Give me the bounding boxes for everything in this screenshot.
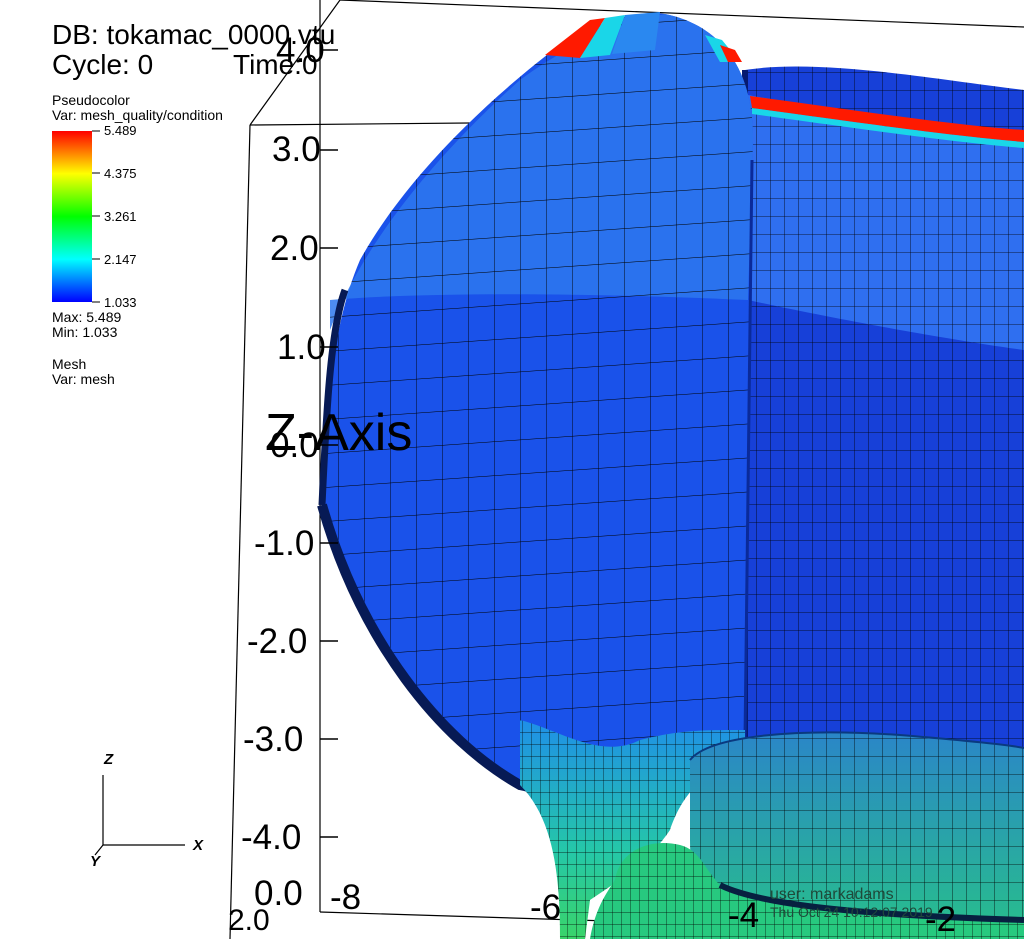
corner-tick-label: 0.0 [254,874,303,913]
triad-x-label: X [193,837,204,854]
mesh-legend-variable: Var: mesh [52,371,115,387]
footer-user: user: markadams [770,886,894,903]
z-tick-label: 4.0 [276,31,325,70]
x-tick-label: -6 [530,888,562,927]
corner-tick-label: 2.0 [228,904,270,937]
time-label: Time:0 [233,49,318,80]
z-axis-title: Z-Axis [265,404,413,462]
legend-max: Max: 5.489 [52,309,122,325]
triad-z-label: Z [104,751,114,768]
x-tick-label: -4 [728,896,760,935]
axis-triad [94,775,185,856]
z-tick-label: 3.0 [272,130,321,169]
z-tick-label: 0.0 [270,426,319,465]
colorbar-tick-label: 2.147 [104,252,137,267]
x-tick-label: -2 [925,900,957,939]
mesh-lower-ring [590,731,1024,939]
x-tick-label: -8 [330,878,362,917]
colorbar-tick-label: 5.489 [104,123,137,138]
footer-date: Thu Oct 24 10:12:07 2019 [770,904,933,920]
cycle-label: Cycle: 0 [52,49,154,80]
mesh-divertor [520,720,745,939]
mesh-lobe [317,12,754,880]
legend-min: Min: 1.033 [52,324,118,340]
mesh-legend-plot-type: Mesh [52,356,87,372]
cylinder-body [742,66,1024,800]
legend-plot-type: Pseudocolor [52,92,130,108]
database-label: DB: tokamac_0000.vtu [52,19,336,50]
colorbar-tick-label: 3.261 [104,209,137,224]
z-tick-label: -4.0 [241,818,302,857]
colorbar-tick-label: 1.033 [104,295,137,310]
z-tick-label: -3.0 [243,720,304,759]
z-axis-ticks [320,49,338,838]
z-tick-label: 2.0 [270,229,319,268]
z-tick-label: -1.0 [254,524,315,563]
colorbar [52,130,100,303]
triad-y-label: Y [90,853,101,870]
z-tick-label: -2.0 [247,622,308,661]
z-tick-label: 1.0 [277,328,326,367]
legend-variable: Var: mesh_quality/condition [52,107,223,123]
colorbar-tick-label: 4.375 [104,166,137,181]
